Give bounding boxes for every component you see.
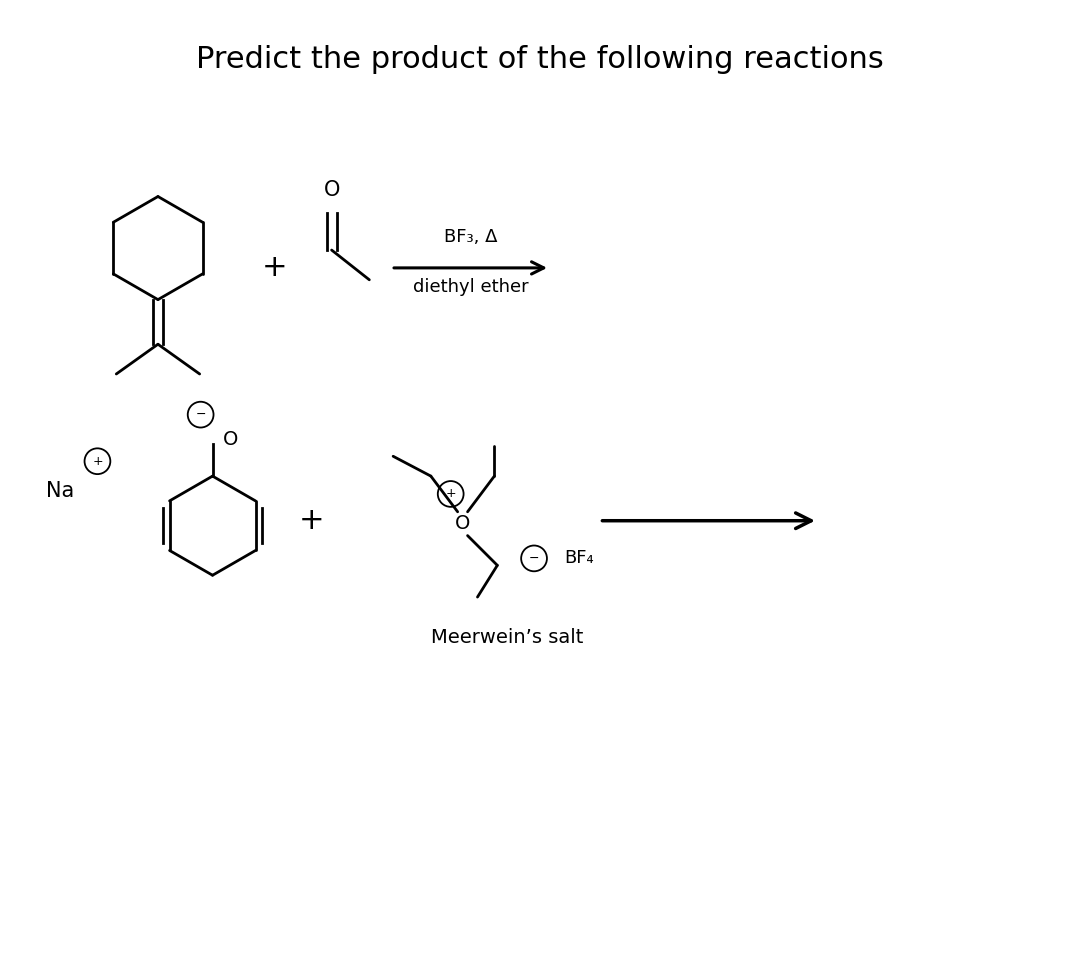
Text: O: O bbox=[455, 514, 470, 533]
Text: Predict the product of the following reactions: Predict the product of the following rea… bbox=[197, 45, 883, 74]
Text: −: − bbox=[195, 408, 206, 421]
Text: +: + bbox=[261, 254, 287, 282]
Text: Meerwein’s salt: Meerwein’s salt bbox=[431, 628, 583, 647]
Text: BF₃, Δ: BF₃, Δ bbox=[444, 228, 497, 246]
Text: O: O bbox=[222, 429, 238, 449]
Text: BF₄: BF₄ bbox=[564, 549, 593, 567]
Text: −: − bbox=[529, 551, 539, 565]
Text: Na: Na bbox=[45, 481, 75, 501]
Text: +: + bbox=[299, 507, 325, 535]
Text: O: O bbox=[323, 181, 340, 200]
Text: +: + bbox=[92, 455, 103, 468]
Text: diethyl ether: diethyl ether bbox=[413, 278, 528, 296]
Text: +: + bbox=[445, 487, 456, 501]
